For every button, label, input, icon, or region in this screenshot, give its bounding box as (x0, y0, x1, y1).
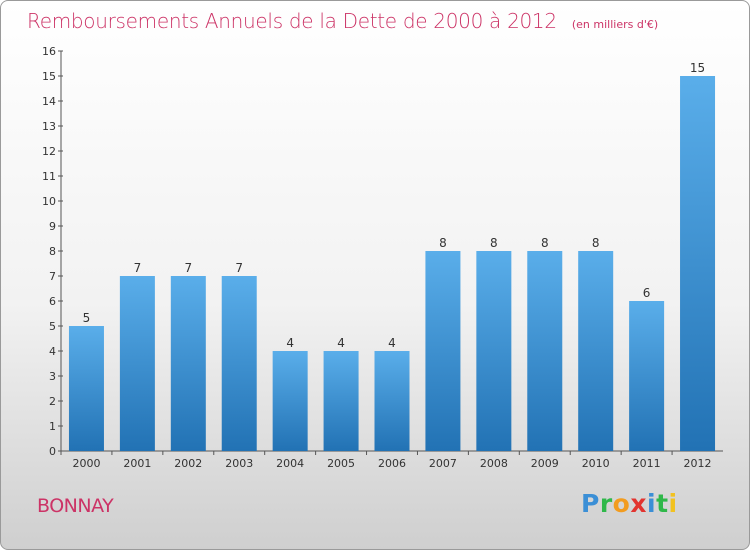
y-tick-label: 0 (49, 445, 56, 458)
x-tick-label: 2012 (684, 457, 712, 470)
y-tick-label: 7 (49, 270, 56, 283)
data-label: 4 (286, 336, 294, 350)
x-tick-label: 2005 (327, 457, 355, 470)
data-label: 8 (541, 236, 549, 250)
y-tick-label: 3 (49, 370, 56, 383)
x-tick-label: 2002 (174, 457, 202, 470)
y-tick-label: 13 (42, 120, 56, 133)
y-tick-label: 1 (49, 420, 56, 433)
proxiti-logo: Proxiti (581, 489, 678, 518)
bar (578, 251, 614, 451)
chart-title: Remboursements Annuels de la Dette de 20… (27, 9, 658, 33)
bar (527, 251, 563, 451)
bar (119, 276, 155, 451)
x-tick-label: 2001 (123, 457, 151, 470)
x-tick-label: 2007 (429, 457, 457, 470)
bar (629, 301, 665, 451)
data-label: 7 (134, 261, 142, 275)
bar (221, 276, 257, 451)
data-label: 8 (439, 236, 447, 250)
data-label: 15 (690, 61, 705, 75)
data-label: 7 (184, 261, 192, 275)
y-tick-label: 9 (49, 220, 56, 233)
bar (68, 326, 104, 451)
x-tick-label: 2004 (276, 457, 304, 470)
data-label: 5 (83, 311, 91, 325)
y-tick-label: 11 (42, 170, 56, 183)
bar (170, 276, 206, 451)
data-label: 7 (235, 261, 243, 275)
y-tick-label: 2 (49, 395, 56, 408)
x-tick-label: 2000 (72, 457, 100, 470)
data-label: 8 (592, 236, 600, 250)
bar (425, 251, 461, 451)
y-tick-label: 16 (42, 45, 56, 58)
data-label: 4 (337, 336, 345, 350)
x-tick-label: 2008 (480, 457, 508, 470)
y-tick-label: 5 (49, 320, 56, 333)
bar (476, 251, 512, 451)
y-tick-label: 8 (49, 245, 56, 258)
y-tick-label: 12 (42, 145, 56, 158)
chart-title-main: Remboursements Annuels de la Dette de 20… (27, 9, 557, 33)
x-tick-label: 2003 (225, 457, 253, 470)
bar (374, 351, 410, 451)
chart-title-unit: (en milliers d'€) (571, 18, 659, 31)
data-label: 4 (388, 336, 396, 350)
y-tick-label: 15 (42, 70, 56, 83)
y-tick-label: 14 (42, 95, 56, 108)
x-tick-label: 2010 (582, 457, 610, 470)
bar (323, 351, 359, 451)
commune-name: BONNAY (37, 495, 114, 517)
bar (680, 76, 716, 451)
x-tick-label: 2011 (633, 457, 661, 470)
y-tick-label: 6 (49, 295, 56, 308)
bar (272, 351, 308, 451)
data-label: 6 (643, 286, 651, 300)
x-tick-label: 2006 (378, 457, 406, 470)
y-tick-label: 4 (49, 345, 56, 358)
y-tick-label: 10 (42, 195, 56, 208)
data-label: 8 (490, 236, 498, 250)
x-tick-label: 2009 (531, 457, 559, 470)
